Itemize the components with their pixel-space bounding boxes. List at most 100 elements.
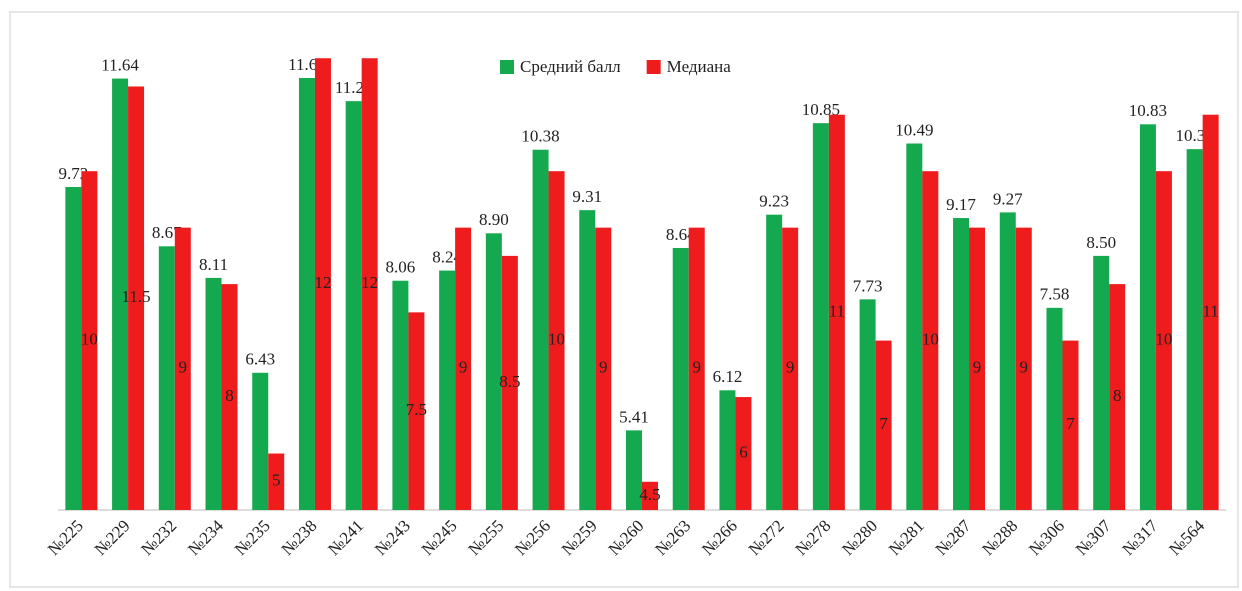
data-label: 8.64 xyxy=(666,225,696,244)
data-label: 9 xyxy=(1020,358,1029,377)
data-label: 9 xyxy=(179,358,188,377)
bar xyxy=(174,227,191,510)
data-label: 5 xyxy=(272,471,281,490)
data-label: 8.5 xyxy=(499,372,520,391)
data-label: 10.83 xyxy=(1129,101,1167,120)
bar xyxy=(345,101,362,510)
data-label: 10.38 xyxy=(521,127,559,146)
data-label: 6.43 xyxy=(245,350,275,369)
bar xyxy=(953,218,970,510)
bar xyxy=(1062,340,1079,510)
data-label: 7.73 xyxy=(853,276,883,295)
bar xyxy=(314,58,331,511)
data-label: 12 xyxy=(361,273,378,292)
legend-swatch xyxy=(646,60,661,74)
data-label: 8.50 xyxy=(1086,233,1116,252)
data-label: 8 xyxy=(1113,386,1122,405)
data-label: 9.72 xyxy=(58,164,88,183)
data-label: 9.31 xyxy=(572,187,602,206)
frame xyxy=(9,11,1239,588)
data-label: 8.90 xyxy=(479,210,509,229)
bar xyxy=(408,312,425,510)
bar xyxy=(859,299,876,510)
bar xyxy=(205,277,222,510)
data-label: 7.5 xyxy=(406,400,427,419)
bar xyxy=(501,255,518,510)
bar xyxy=(298,78,315,510)
bar xyxy=(579,210,596,510)
bar xyxy=(782,227,799,510)
bar xyxy=(221,284,238,510)
data-label: 9 xyxy=(786,358,795,377)
data-label: 10 xyxy=(81,329,98,348)
data-label: 9 xyxy=(599,358,608,377)
legend-label: Медиана xyxy=(667,57,732,76)
bar xyxy=(626,430,642,510)
legend-swatch xyxy=(500,60,514,74)
bar xyxy=(688,227,705,510)
bar xyxy=(969,227,986,510)
bar xyxy=(1155,171,1172,511)
bar xyxy=(875,340,892,510)
bar xyxy=(81,171,98,511)
bar xyxy=(268,453,285,510)
bar xyxy=(922,171,939,511)
legend-label: Средний балл xyxy=(520,57,621,76)
data-label: 8.67 xyxy=(152,223,182,242)
bar xyxy=(392,280,409,510)
data-label: 9 xyxy=(692,358,701,377)
bar xyxy=(455,227,472,510)
data-label: 9.23 xyxy=(759,192,789,211)
bar xyxy=(642,481,658,510)
data-label: 12 xyxy=(314,273,331,292)
bar xyxy=(1015,227,1032,510)
data-label: 6.12 xyxy=(713,367,743,386)
data-label: 10 xyxy=(922,329,939,348)
data-label: 4.5 xyxy=(639,485,660,504)
bar xyxy=(112,78,129,511)
data-label: 11.5 xyxy=(122,287,151,306)
data-label: 10.85 xyxy=(802,100,840,119)
bar xyxy=(735,397,752,510)
data-label: 8.24 xyxy=(432,247,462,266)
bar xyxy=(252,372,269,510)
bar xyxy=(672,247,689,510)
data-label: 9 xyxy=(459,358,468,377)
bar xyxy=(999,212,1016,510)
data-label: 11 xyxy=(829,301,845,320)
bar xyxy=(1186,149,1203,510)
bar xyxy=(766,214,783,511)
data-label: 8 xyxy=(225,386,234,405)
data-label: 6 xyxy=(739,442,748,461)
bar xyxy=(812,123,829,511)
data-label: 9.27 xyxy=(993,189,1023,208)
bar xyxy=(595,227,612,510)
bar xyxy=(828,114,845,511)
bar xyxy=(65,186,82,511)
bar xyxy=(1093,255,1110,510)
data-label: 10 xyxy=(1155,329,1172,348)
data-label: 9 xyxy=(973,358,982,377)
data-label: 5.41 xyxy=(619,407,649,426)
data-label: 9.17 xyxy=(946,195,976,214)
bar xyxy=(1046,307,1063,510)
data-label: 11.64 xyxy=(101,55,139,74)
bar xyxy=(439,270,456,510)
data-label: 8.11 xyxy=(199,255,228,274)
data-label: 7.58 xyxy=(1040,285,1070,304)
data-label: 11 xyxy=(1202,301,1218,320)
bar xyxy=(1202,114,1219,511)
data-label: 10 xyxy=(548,329,565,348)
bar xyxy=(548,171,565,511)
bar xyxy=(128,86,145,511)
bar xyxy=(485,233,502,510)
bar xyxy=(361,58,378,511)
bar xyxy=(1109,284,1126,510)
data-label: 7 xyxy=(879,414,888,433)
bar xyxy=(719,390,736,510)
bar xyxy=(906,143,923,510)
bar xyxy=(1139,124,1156,511)
data-label: 7 xyxy=(1066,414,1075,433)
data-label: 10.49 xyxy=(895,120,933,139)
